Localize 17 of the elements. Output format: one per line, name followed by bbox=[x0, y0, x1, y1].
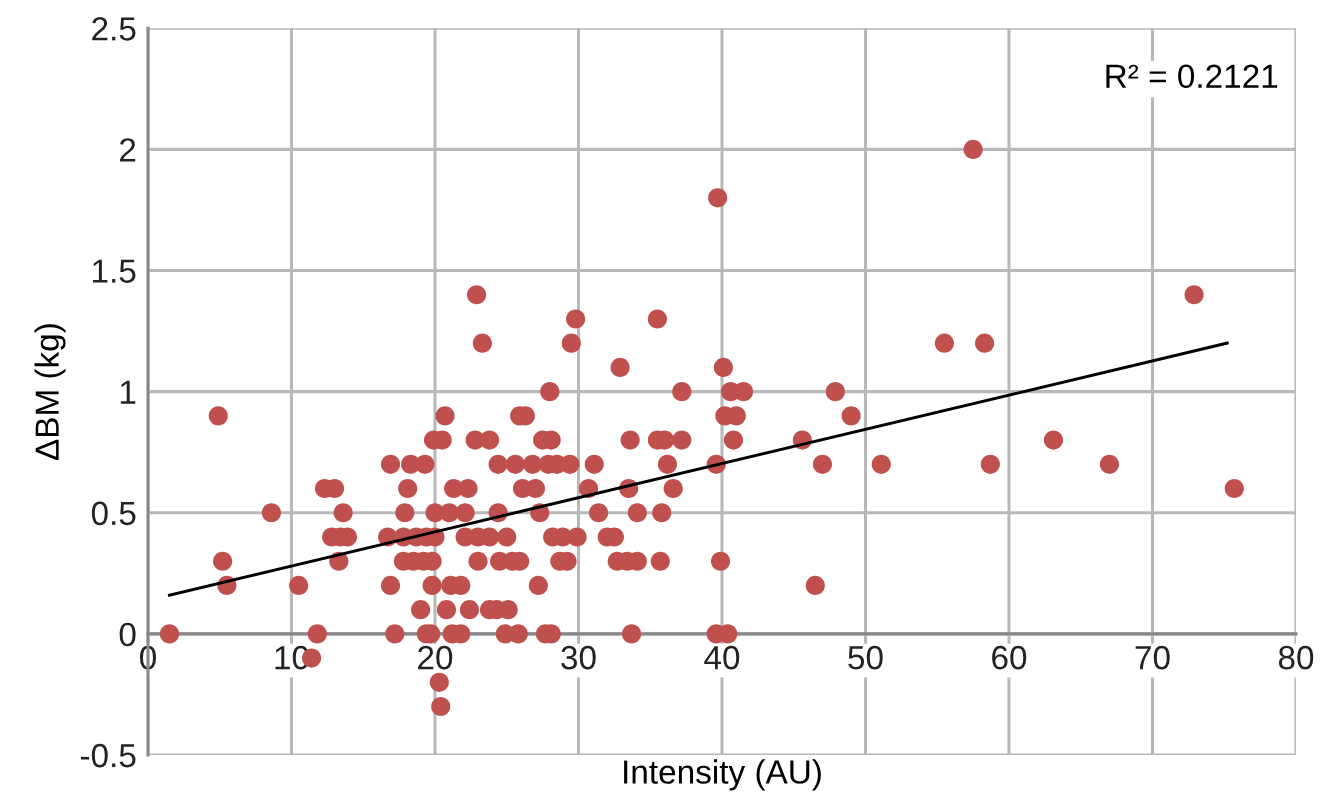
x-tick-label: 20 bbox=[418, 645, 453, 670]
y-tick-label: 2.5 bbox=[92, 17, 136, 41]
x-tick-label: 80 bbox=[1278, 645, 1314, 670]
y-tick-label: 2 bbox=[120, 138, 136, 162]
y-tick-label: -0.5 bbox=[80, 743, 136, 768]
x-tick-label: 40 bbox=[704, 645, 740, 670]
y-axis-title: ΔBM (kg) bbox=[34, 324, 66, 461]
y-tick-label: 1 bbox=[120, 380, 136, 404]
x-axis-title: Intensity (AU) bbox=[624, 759, 821, 791]
x-tick-label: 50 bbox=[848, 645, 883, 670]
x-tick-label: 60 bbox=[992, 645, 1027, 670]
annotation: R² = 0.2121 bbox=[1106, 64, 1278, 89]
y-tick-label: 0.5 bbox=[91, 501, 136, 526]
y-tick-label: 0 bbox=[119, 622, 136, 647]
x-tick-label: 70 bbox=[1135, 645, 1170, 670]
x-tick-label: 30 bbox=[561, 645, 596, 670]
y-tick-label: 1.5 bbox=[93, 259, 136, 283]
